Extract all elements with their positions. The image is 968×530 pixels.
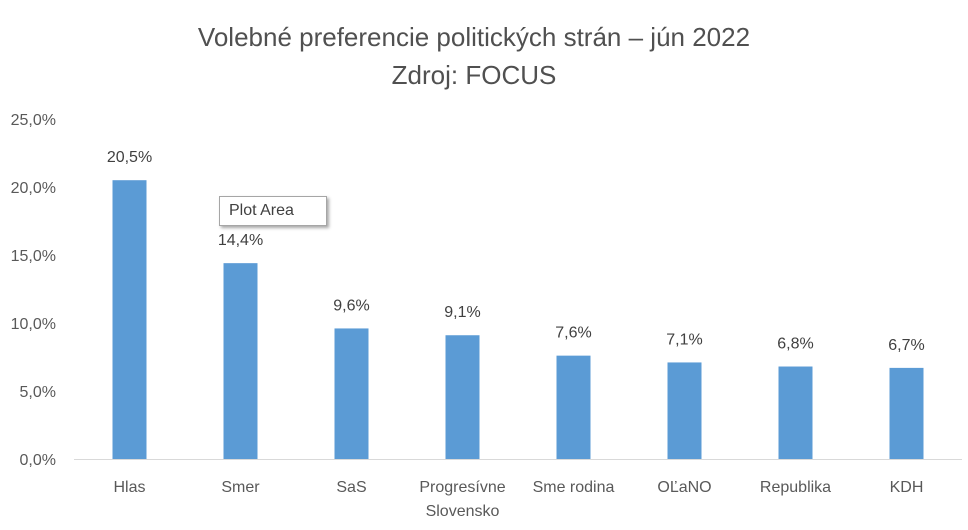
plot-area-tooltip: Plot Area — [219, 196, 327, 226]
y-tick-label: 5,0% — [20, 384, 56, 401]
bar[interactable] — [556, 355, 591, 459]
x-tick-label: SaS — [336, 479, 366, 496]
x-tick-label: KDH — [890, 479, 924, 496]
data-label: 14,4% — [218, 232, 263, 249]
y-tick-label: 25,0% — [11, 112, 56, 129]
y-tick-label: 15,0% — [11, 248, 56, 265]
bar[interactable] — [889, 367, 924, 459]
y-tick-label: 20,0% — [11, 180, 56, 197]
x-tick-label: Sme rodina — [533, 479, 615, 496]
y-tick-label: 0,0% — [20, 452, 56, 469]
x-tick-label: Slovensko — [426, 503, 500, 520]
x-tick-label: OĽaNO — [657, 479, 711, 496]
bar[interactable] — [334, 328, 369, 459]
bar[interactable] — [445, 335, 480, 459]
data-label: 7,1% — [666, 331, 702, 348]
data-label: 9,6% — [333, 297, 369, 314]
bar[interactable] — [667, 362, 702, 459]
x-tick-label: Republika — [760, 479, 831, 496]
data-label: 6,8% — [777, 336, 813, 353]
x-tick-label: Hlas — [113, 479, 145, 496]
bar[interactable] — [223, 263, 258, 459]
data-label: 9,1% — [444, 304, 480, 321]
chart-title: Volebné preferencie politických strán – … — [197, 22, 751, 52]
bar[interactable] — [112, 180, 147, 459]
y-tick-label: 10,0% — [11, 316, 56, 333]
chart-subtitle: Zdroj: FOCUS — [391, 60, 557, 90]
x-tick-label: Progresívne — [419, 479, 505, 496]
data-label: 6,7% — [888, 337, 924, 354]
data-label: 7,6% — [555, 325, 591, 342]
data-label: 20,5% — [107, 149, 152, 166]
bar[interactable] — [778, 366, 813, 459]
x-tick-label: Smer — [221, 479, 260, 496]
